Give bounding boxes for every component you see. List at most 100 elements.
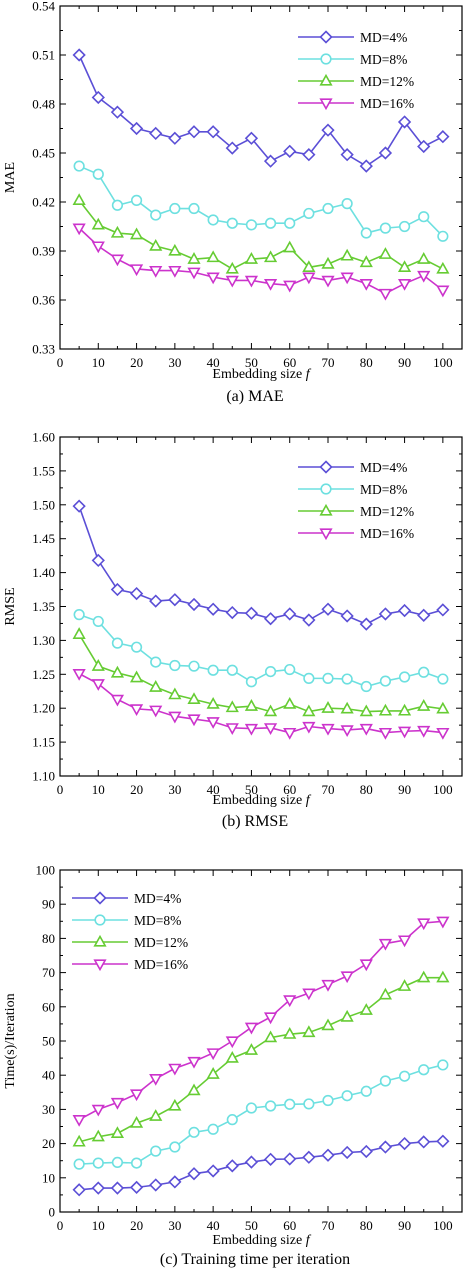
y-tick-label: 40	[42, 1068, 55, 1083]
data-point	[169, 202, 181, 215]
data-point	[129, 586, 144, 601]
series-MD=12%	[72, 193, 450, 274]
y-axis-title: RMSE	[3, 587, 18, 625]
data-point	[207, 1123, 219, 1135]
y-tick-label: 1.35	[32, 599, 55, 614]
data-point	[340, 1009, 354, 1022]
data-point	[244, 1155, 259, 1169]
y-tick-label: 1.15	[32, 735, 55, 750]
y-tick-label: 1.30	[32, 633, 55, 648]
data-point	[206, 717, 220, 729]
data-point	[263, 1152, 278, 1166]
data-point	[436, 916, 450, 929]
data-point	[397, 603, 412, 618]
data-point	[225, 1036, 239, 1049]
series-MD=4%	[72, 499, 450, 631]
chart-caption: (b) RMSE	[222, 813, 288, 830]
data-point	[111, 199, 124, 211]
data-point	[417, 270, 431, 283]
data-point	[72, 1134, 86, 1147]
data-point	[73, 609, 85, 621]
data-point	[303, 672, 315, 684]
x-tick-label: 50	[245, 782, 258, 797]
data-point	[72, 193, 86, 206]
data-point	[359, 255, 373, 268]
data-point	[129, 1089, 144, 1102]
legend-label: MD=12%	[134, 935, 188, 950]
data-point	[359, 1003, 373, 1015]
data-point	[359, 704, 373, 717]
data-point	[340, 248, 354, 261]
data-point	[207, 664, 219, 676]
data-point	[168, 265, 182, 278]
data-point	[263, 154, 278, 168]
data-point	[397, 115, 412, 129]
data-point	[91, 217, 105, 230]
legend-label: MD=4%	[360, 460, 407, 475]
series-MD=16%	[72, 223, 450, 301]
data-point	[169, 1141, 181, 1153]
series-MD=4%	[72, 1134, 450, 1197]
data-point	[264, 665, 277, 678]
x-tick-label: 100	[433, 1218, 453, 1233]
data-point	[91, 90, 105, 105]
data-point	[263, 704, 278, 717]
data-point	[226, 217, 238, 229]
x-tick-label: 20	[130, 782, 143, 797]
data-point	[302, 613, 316, 627]
legend-item: MD=16%	[298, 526, 414, 541]
data-point	[322, 672, 334, 684]
legend-marker	[94, 914, 106, 926]
data-point	[340, 725, 354, 738]
data-point	[359, 159, 373, 173]
data-point	[206, 125, 220, 139]
data-point	[284, 1098, 296, 1110]
data-point	[360, 227, 372, 239]
y-tick-label: 1.40	[32, 565, 55, 580]
legend-label: MD=12%	[360, 74, 414, 89]
legend-marker	[319, 98, 333, 111]
data-point	[72, 1183, 86, 1197]
data-point	[340, 148, 354, 162]
x-tick-label: 70	[322, 782, 335, 797]
data-point	[187, 267, 201, 280]
legend-item: MD=4%	[72, 891, 181, 906]
data-point	[149, 705, 163, 718]
series-MD=4%	[72, 48, 450, 173]
x-tick-label: 20	[130, 355, 143, 370]
data-point	[378, 703, 393, 716]
data-point	[187, 1167, 201, 1181]
data-point	[359, 959, 373, 972]
x-tick-label: 100	[433, 355, 453, 370]
legend-label: MD=16%	[134, 957, 188, 972]
data-point	[110, 254, 125, 267]
data-point	[340, 1145, 354, 1160]
data-point	[187, 125, 201, 139]
data-point	[302, 1025, 316, 1038]
legend-label: MD=4%	[134, 891, 181, 906]
data-point	[149, 1073, 163, 1086]
data-point	[206, 696, 220, 709]
data-point	[130, 1157, 143, 1169]
data-point	[283, 1027, 297, 1039]
data-point	[129, 670, 144, 683]
data-point	[436, 727, 450, 740]
legend-marker	[319, 30, 333, 44]
data-point	[207, 214, 219, 226]
data-point	[187, 252, 201, 264]
legend-item: MD=12%	[298, 503, 414, 519]
data-point	[187, 714, 201, 727]
data-point	[225, 1050, 239, 1063]
data-point	[149, 680, 163, 692]
data-point	[302, 272, 316, 285]
data-point	[91, 1181, 105, 1195]
data-point	[283, 727, 297, 740]
data-point	[206, 272, 220, 285]
y-tick-label: 0.33	[32, 342, 55, 357]
data-point	[417, 699, 431, 711]
data-point	[130, 194, 143, 206]
data-point	[340, 272, 354, 285]
legend-label: MD=8%	[134, 913, 181, 928]
data-point	[341, 673, 353, 685]
data-point	[359, 279, 373, 291]
